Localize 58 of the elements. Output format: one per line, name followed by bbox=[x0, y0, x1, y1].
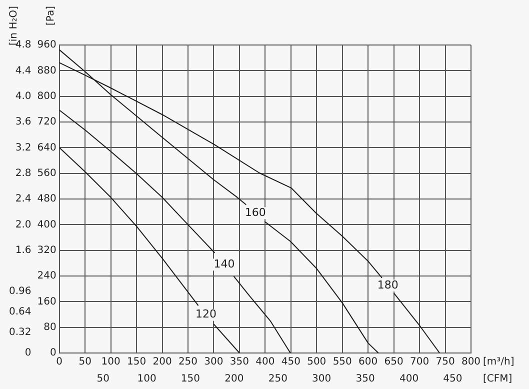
y2-tick-label: 2.8 bbox=[15, 168, 32, 179]
y-tick-label: 160 bbox=[37, 296, 56, 308]
y2-tick-label: 1.6 bbox=[15, 244, 32, 256]
x2-tick-label: 300 bbox=[312, 374, 332, 385]
x2-tick-label: 150 bbox=[180, 374, 200, 385]
y2-tick-label: 4.0 bbox=[15, 90, 32, 102]
y-tick-label: 0 bbox=[50, 348, 56, 359]
x2-axis-title: [CFM] bbox=[483, 374, 512, 385]
x-tick-label: 250 bbox=[178, 356, 198, 368]
y2-tick-label: 4.4 bbox=[15, 65, 32, 76]
series-label: 160 bbox=[244, 206, 266, 219]
x-tick-label: 500 bbox=[307, 356, 326, 368]
y-tick-label: 80 bbox=[44, 322, 56, 333]
y-tick-label: 720 bbox=[37, 116, 56, 128]
x2-tick-label: 200 bbox=[224, 374, 244, 385]
y2-tick-label: 3.6 bbox=[15, 116, 32, 128]
x-tick-label: 800 bbox=[461, 356, 481, 368]
y2-tick-label: 4.8 bbox=[15, 40, 32, 51]
y-tick-label: 800 bbox=[37, 90, 56, 102]
x2-tick-label: 400 bbox=[399, 374, 419, 385]
x-tick-label: 50 bbox=[78, 356, 92, 368]
y-tick-label: 480 bbox=[37, 194, 56, 205]
y2-tick-label: 2.0 bbox=[15, 219, 32, 230]
x-tick-label: 700 bbox=[410, 356, 430, 368]
x-tick-label: 300 bbox=[204, 356, 224, 368]
y-tick-label: 640 bbox=[37, 142, 56, 154]
x2-tick-label: 450 bbox=[443, 374, 462, 385]
y-tick-label: 320 bbox=[37, 244, 56, 256]
series-label: 140 bbox=[214, 257, 235, 270]
x-axis-title: [m³/h] bbox=[483, 356, 514, 368]
x-tick-label: 600 bbox=[358, 356, 378, 368]
y-tick-label: 400 bbox=[37, 219, 56, 230]
x2-tick-label: 100 bbox=[137, 374, 156, 385]
y2-tick-label: 2.4 bbox=[15, 194, 32, 205]
y2-tick-label: 3.2 bbox=[15, 142, 32, 154]
x-tick-label: 550 bbox=[332, 356, 352, 368]
series-label: 180 bbox=[377, 278, 398, 292]
y-tick-label: 880 bbox=[37, 65, 56, 76]
y2-tick-label: 0.96 bbox=[9, 286, 32, 297]
x2-tick-label: 350 bbox=[356, 374, 375, 385]
y-axis-title: [Pa] bbox=[45, 6, 56, 26]
x-tick-label: 150 bbox=[126, 356, 146, 368]
y2-tick-label: 0.32 bbox=[9, 327, 32, 338]
series-label: 120 bbox=[196, 308, 216, 321]
x-tick-label: 450 bbox=[281, 356, 300, 368]
x2-tick-label: 50 bbox=[96, 374, 110, 385]
y2-tick-label: 0 bbox=[24, 348, 32, 359]
y-tick-label: 560 bbox=[37, 168, 56, 179]
x-tick-label: 400 bbox=[256, 356, 275, 368]
x-tick-label: 200 bbox=[152, 356, 172, 368]
x2-tick-label: 250 bbox=[268, 374, 288, 385]
x-tick-label: 350 bbox=[230, 356, 249, 368]
x-tick-label: 100 bbox=[101, 356, 120, 368]
y2-tick-label: 0.64 bbox=[9, 306, 32, 318]
y-tick-label: 240 bbox=[37, 270, 56, 282]
x-tick-label: 750 bbox=[436, 356, 455, 368]
x-tick-label: 650 bbox=[384, 356, 404, 368]
y-tick-label: 960 bbox=[37, 40, 56, 51]
